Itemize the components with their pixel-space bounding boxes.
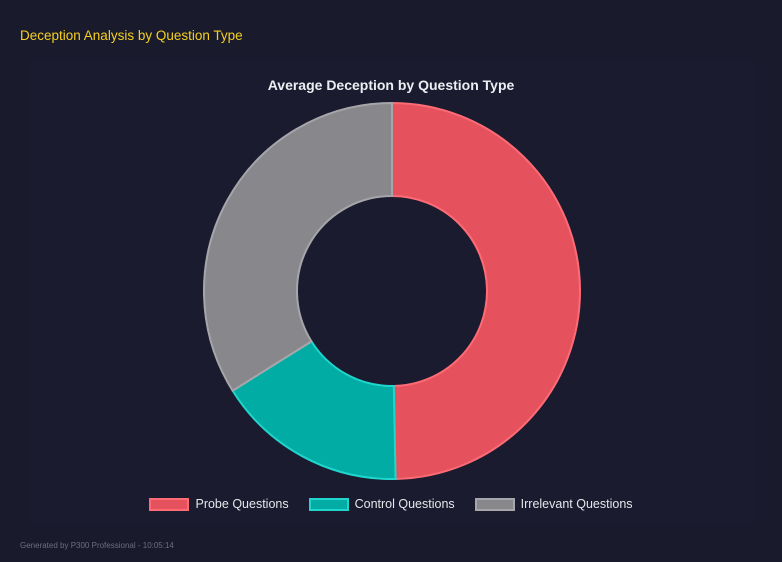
legend-label: Irrelevant Questions — [520, 497, 633, 511]
legend-item-irrelevant[interactable]: Irrelevant Questions — [474, 497, 633, 511]
legend-item-probe[interactable]: Probe Questions — [149, 497, 289, 511]
legend-item-control[interactable]: Control Questions — [308, 497, 455, 511]
legend-swatch — [308, 497, 349, 511]
legend-label: Probe Questions — [195, 497, 289, 511]
legend-label: Control Questions — [354, 497, 455, 511]
legend-swatch — [149, 497, 190, 511]
donut-slice-probe-questions[interactable] — [391, 101, 582, 480]
footer-text: Generated by P300 Professional - 10:05:1… — [20, 541, 174, 550]
legend: Probe Questions Control Questions Irrele… — [0, 497, 782, 511]
legend-swatch — [474, 497, 515, 511]
page-title: Deception Analysis by Question Type — [20, 28, 243, 43]
donut-slice-irrelevant-questions[interactable] — [203, 101, 393, 393]
chart-title: Average Deception by Question Type — [267, 77, 515, 93]
